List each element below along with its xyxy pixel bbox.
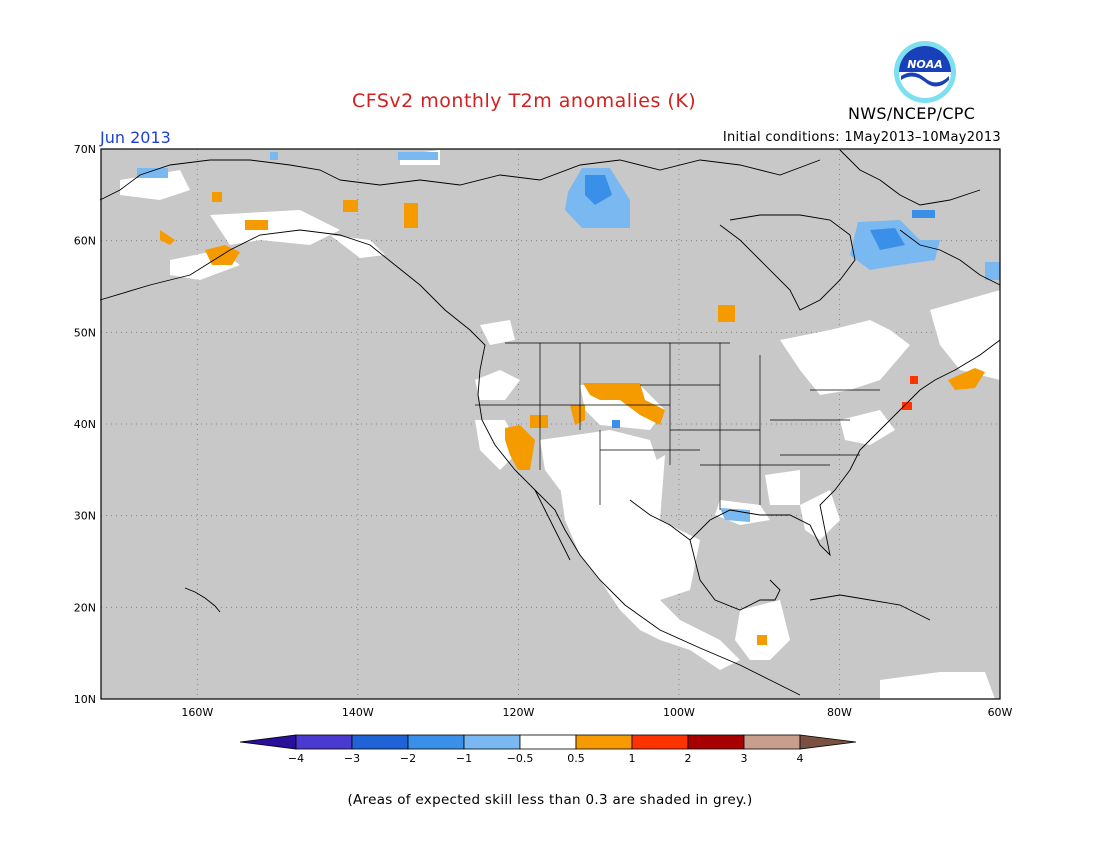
lat-tick-label: 50N bbox=[74, 326, 96, 339]
anomaly-region bbox=[583, 383, 665, 425]
anomaly-region bbox=[343, 200, 358, 212]
anomaly-region bbox=[840, 410, 895, 445]
coastline-path bbox=[809, 594, 931, 621]
anomaly-region bbox=[985, 262, 1000, 280]
anomaly-region bbox=[930, 290, 1000, 380]
lon-tick-label: 140W bbox=[342, 706, 374, 719]
anomaly-map: 10N 20N 30N 40N 50N 60N 70N 160W 140W 120W 100W 80… bbox=[74, 143, 1013, 719]
map-gridlines bbox=[101, 149, 1000, 699]
anomaly-region bbox=[570, 405, 585, 425]
coastline-path bbox=[534, 489, 571, 561]
colorbar-box bbox=[743, 734, 801, 750]
lat-tick-label: 10N bbox=[74, 693, 96, 706]
anomaly-region bbox=[735, 600, 790, 660]
anomaly-region bbox=[210, 210, 340, 245]
coastline-path bbox=[719, 214, 856, 311]
anomaly-region bbox=[530, 415, 548, 428]
colorbar-tick-label: −0.5 bbox=[507, 752, 534, 765]
colorbar-tick-label: 2 bbox=[685, 752, 692, 765]
chart-title: CFSv2 monthly T2m anomalies (K) bbox=[352, 90, 697, 112]
colorbar-tick-label: 0.5 bbox=[567, 752, 585, 765]
logo-text: NOAA bbox=[907, 58, 943, 71]
coastline-path bbox=[839, 149, 981, 206]
lon-tick-label: 160W bbox=[181, 706, 213, 719]
anomaly-region bbox=[212, 192, 222, 202]
colorbar-box bbox=[295, 734, 353, 750]
anomaly-region bbox=[718, 305, 735, 322]
coastline-path bbox=[899, 229, 1001, 286]
anomaly-region bbox=[912, 210, 935, 218]
lat-tick-label: 20N bbox=[74, 601, 96, 614]
coastline-path bbox=[689, 539, 781, 611]
coastlines bbox=[99, 149, 1001, 696]
forecast-month-label: Jun 2013 bbox=[100, 128, 171, 147]
colorbar-tick-label: 3 bbox=[741, 752, 748, 765]
latitude-labels: 10N 20N 30N 40N 50N 60N 70N bbox=[74, 143, 96, 706]
anomaly-region bbox=[948, 368, 985, 390]
anomaly-region bbox=[160, 230, 175, 245]
colorbar-tick-label: −3 bbox=[344, 752, 360, 765]
anomaly-region bbox=[757, 635, 767, 645]
anomaly-region bbox=[765, 470, 800, 505]
coastline-path bbox=[184, 587, 221, 613]
anomaly-region bbox=[398, 152, 438, 160]
anomaly-region bbox=[505, 425, 535, 470]
colorbar-labels: −4 −3 −2 −1 −0.5 0.5 1 2 3 4 bbox=[288, 752, 804, 765]
anomaly-region bbox=[330, 235, 385, 258]
anomaly-region bbox=[880, 672, 995, 699]
anomaly-region bbox=[137, 168, 168, 178]
skill-footnote: (Areas of expected skill less than 0.3 a… bbox=[347, 792, 753, 808]
colorbar-tick-label: 4 bbox=[797, 752, 804, 765]
lon-tick-label: 60W bbox=[988, 706, 1013, 719]
coastline-path bbox=[629, 469, 851, 557]
noaa-logo-icon: NOAA bbox=[894, 41, 956, 103]
colorbar-right-arrow bbox=[799, 734, 857, 750]
anomaly-region bbox=[245, 220, 268, 230]
map-frame bbox=[100, 148, 1001, 700]
colorbar-box bbox=[519, 734, 577, 750]
colorbar-legend: −4 −3 −2 −1 −0.5 0.5 1 2 3 4 bbox=[239, 734, 857, 765]
anomaly-region bbox=[585, 175, 612, 205]
anomaly-region bbox=[612, 420, 620, 428]
coastline-path bbox=[339, 159, 821, 186]
anomaly-cells bbox=[120, 150, 1000, 699]
colorbar-tick-label: 1 bbox=[629, 752, 636, 765]
lon-tick-label: 100W bbox=[663, 706, 695, 719]
anomaly-region bbox=[560, 455, 740, 670]
lon-tick-label: 120W bbox=[502, 706, 534, 719]
anomaly-region bbox=[800, 490, 840, 540]
colorbar-box bbox=[351, 734, 409, 750]
coastline-path bbox=[849, 339, 1001, 471]
longitude-labels: 160W 140W 120W 100W 80W 60W bbox=[181, 706, 1012, 719]
anomaly-region bbox=[480, 320, 515, 345]
lon-tick-label: 80W bbox=[827, 706, 852, 719]
anomaly-region bbox=[404, 203, 418, 228]
lat-tick-label: 30N bbox=[74, 510, 96, 523]
anomaly-region bbox=[780, 320, 910, 395]
lat-tick-label: 70N bbox=[74, 143, 96, 156]
initial-conditions-label: Initial conditions: 1May2013–10May2013 bbox=[722, 130, 1001, 145]
coastline-path bbox=[99, 159, 341, 201]
colorbar-box bbox=[463, 734, 521, 750]
colorbar-tick-label: −4 bbox=[288, 752, 304, 765]
colorbar-left-arrow bbox=[239, 734, 297, 750]
anomaly-region bbox=[902, 402, 912, 410]
colorbar-boxes bbox=[239, 734, 857, 750]
colorbar-box bbox=[687, 734, 745, 750]
coastline-path bbox=[99, 229, 801, 696]
agency-label: NWS/NCEP/CPC bbox=[848, 104, 976, 123]
colorbar-tick-label: −1 bbox=[456, 752, 472, 765]
lat-tick-label: 40N bbox=[74, 418, 96, 431]
colorbar-box bbox=[631, 734, 689, 750]
anomaly-region bbox=[270, 152, 278, 160]
colorbar-tick-label: −2 bbox=[400, 752, 416, 765]
anomaly-region bbox=[870, 228, 905, 250]
anomaly-region bbox=[475, 370, 520, 400]
lat-tick-label: 60N bbox=[74, 235, 96, 248]
anomaly-region bbox=[910, 376, 918, 384]
colorbar-box bbox=[575, 734, 633, 750]
colorbar-box bbox=[407, 734, 465, 750]
